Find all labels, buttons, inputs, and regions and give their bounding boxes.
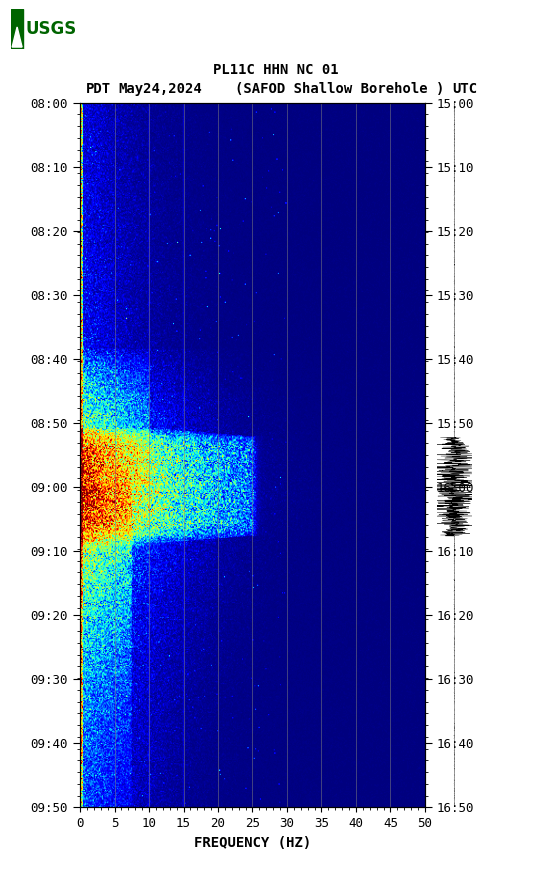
Text: May24,2024: May24,2024 [119,82,203,96]
X-axis label: FREQUENCY (HZ): FREQUENCY (HZ) [194,836,311,849]
Polygon shape [12,27,22,47]
Text: PL11C HHN NC 01: PL11C HHN NC 01 [213,63,339,78]
Polygon shape [11,9,23,49]
Text: PDT: PDT [86,82,111,96]
Text: UTC: UTC [453,82,478,96]
Text: USGS: USGS [26,20,77,38]
Text: (SAFOD Shallow Borehole ): (SAFOD Shallow Borehole ) [235,82,444,96]
